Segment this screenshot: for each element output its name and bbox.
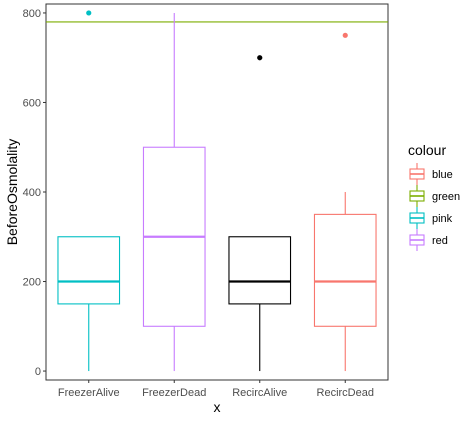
x-tick-label: RecircDead <box>317 387 374 399</box>
x-tick-label: FreezerAlive <box>58 387 120 399</box>
y-tick-label: 0 <box>35 366 41 378</box>
box-RecircDead <box>313 32 377 372</box>
box-FreezerDead <box>142 12 206 372</box>
legend-item-red: red <box>409 229 448 251</box>
outlier-point <box>86 10 92 16</box>
legend-label: red <box>432 235 448 247</box>
outlier-point <box>257 55 263 61</box>
y-tick-label: 200 <box>23 277 41 289</box>
x-tick-label: FreezerDead <box>142 387 206 399</box>
legend-title: colour <box>408 142 446 158</box>
y-tick-label: 600 <box>23 97 41 109</box>
legend-label: green <box>432 191 460 203</box>
y-tick-label: 800 <box>23 8 41 20</box>
legend-item-pink: pink <box>409 207 453 229</box>
legend-item-green: green <box>409 185 460 207</box>
box-iqr <box>57 236 121 305</box>
legend-label: blue <box>432 169 453 181</box>
box-iqr <box>313 213 377 327</box>
x-axis-title: x <box>214 399 221 415</box>
x-tick-label: RecircAlive <box>232 387 287 399</box>
box-RecircAlive <box>228 55 292 372</box>
legend: colour blue green pink red <box>408 142 460 251</box>
box-FreezerAlive <box>57 10 121 372</box>
y-tick-label: 400 <box>23 187 41 199</box>
box-iqr <box>228 236 292 305</box>
y-axis-title: BeforeOsmolality <box>4 139 20 246</box>
legend-label: pink <box>432 213 453 225</box>
legend-item-blue: blue <box>409 163 453 185</box>
outlier-point <box>342 32 348 38</box>
